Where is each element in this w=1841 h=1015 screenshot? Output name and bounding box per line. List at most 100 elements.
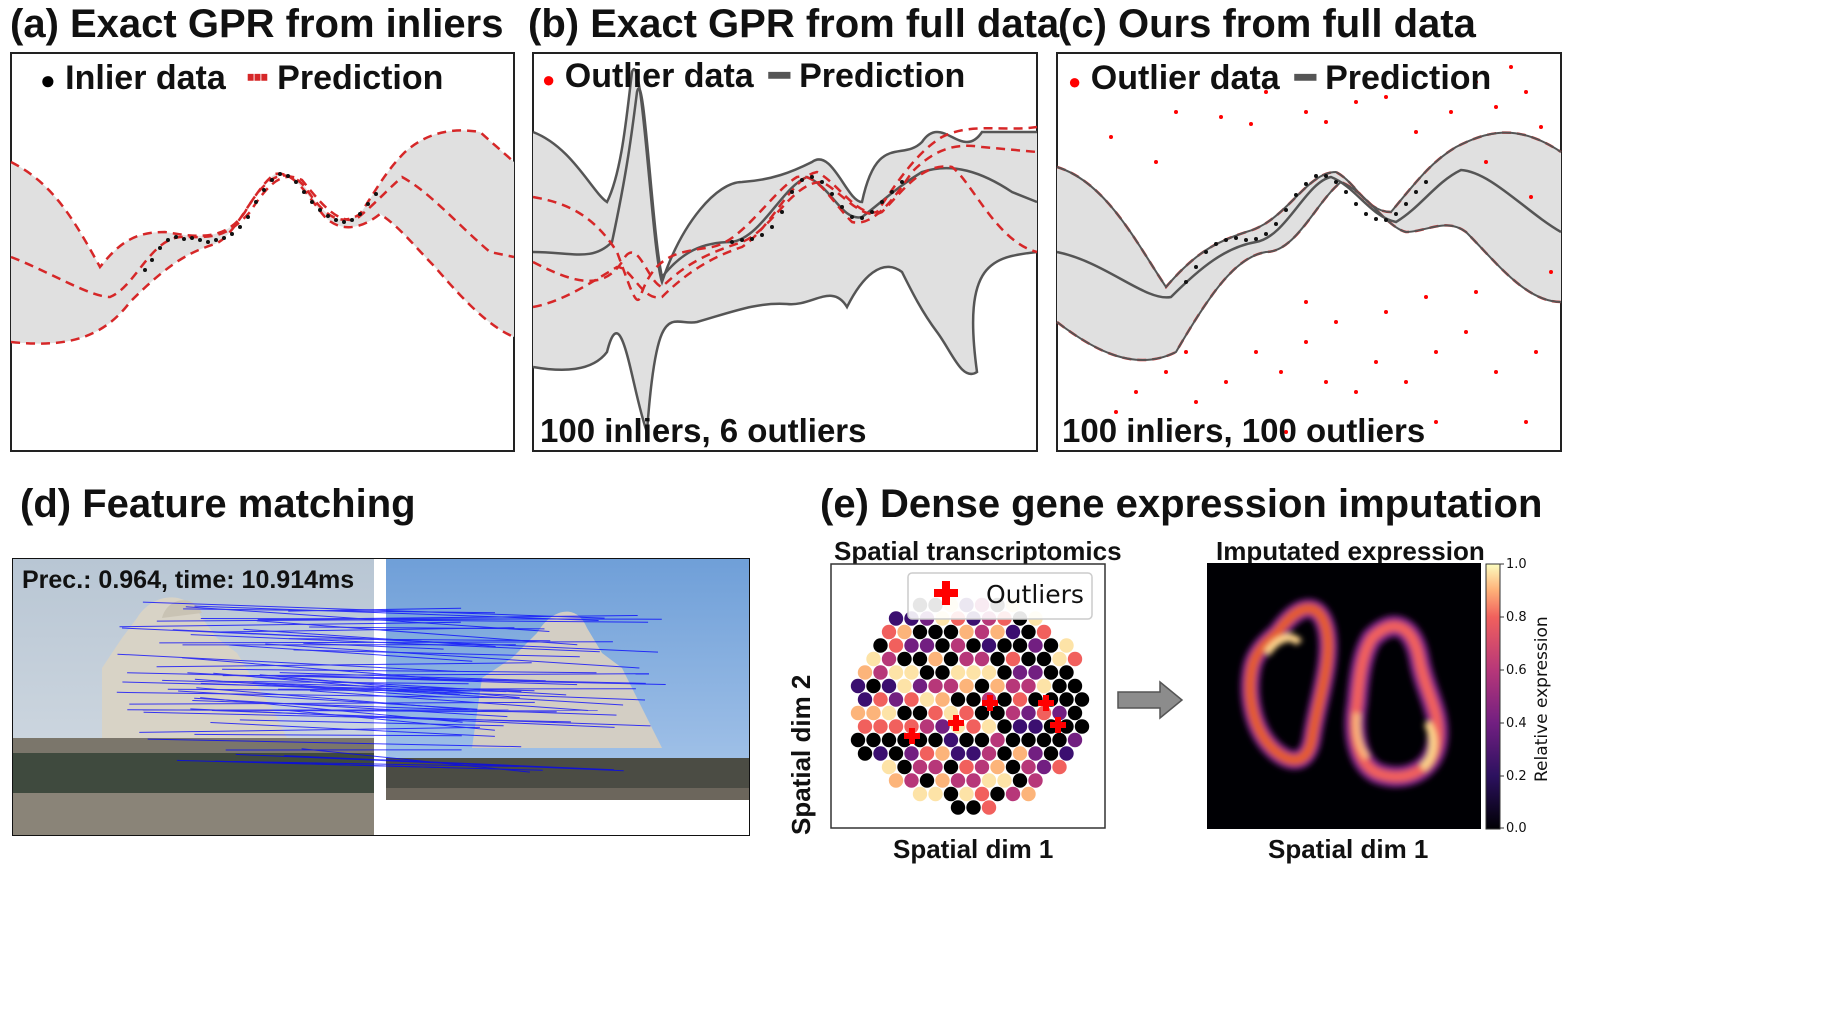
spot bbox=[1052, 678, 1067, 694]
match-line bbox=[183, 608, 496, 614]
spot bbox=[857, 746, 873, 761]
match-line bbox=[288, 607, 462, 612]
match-line bbox=[235, 753, 624, 772]
spot bbox=[888, 773, 904, 788]
colorbar-tick: 0.0 bbox=[1506, 821, 1527, 836]
spot bbox=[1043, 746, 1059, 761]
match-lines bbox=[116, 601, 666, 773]
match-line bbox=[279, 672, 546, 682]
colorbar-tick: 1.0 bbox=[1506, 557, 1527, 572]
match-line bbox=[194, 697, 508, 718]
spot bbox=[873, 746, 888, 761]
spot bbox=[912, 759, 928, 775]
spot bbox=[950, 638, 966, 653]
inlier-points bbox=[143, 172, 378, 272]
spot bbox=[1021, 786, 1036, 802]
spot bbox=[1052, 705, 1067, 721]
spot bbox=[1012, 719, 1028, 734]
match-line bbox=[239, 719, 504, 727]
spot bbox=[897, 678, 912, 694]
spot bbox=[857, 665, 873, 680]
spot bbox=[919, 773, 935, 788]
spot bbox=[966, 692, 981, 707]
spot bbox=[959, 678, 974, 694]
spot bbox=[897, 624, 912, 640]
spot bbox=[873, 638, 888, 653]
legend-label-prediction: Prediction bbox=[799, 57, 966, 95]
spot bbox=[897, 705, 912, 721]
spot bbox=[928, 651, 943, 667]
match-line bbox=[257, 615, 638, 621]
imputated-expression-title: Imputated expression bbox=[1216, 536, 1485, 566]
spot bbox=[904, 773, 919, 788]
spot bbox=[966, 719, 981, 734]
spot bbox=[919, 719, 935, 734]
outlier-cross-icon bbox=[934, 581, 958, 605]
match-line bbox=[190, 708, 615, 728]
match-line bbox=[210, 722, 495, 737]
spot bbox=[1021, 732, 1036, 748]
spot bbox=[850, 678, 866, 694]
spot bbox=[912, 705, 928, 721]
legend-label-prediction: Prediction bbox=[1325, 59, 1492, 97]
spot bbox=[1005, 705, 1021, 721]
legend-label-prediction: Prediction bbox=[277, 59, 444, 97]
spot bbox=[1074, 692, 1090, 707]
panel-c-legend: ● Outlier data ━ Prediction bbox=[1068, 58, 1491, 98]
spot bbox=[1052, 759, 1067, 775]
outlier-cross bbox=[1038, 695, 1054, 711]
match-line bbox=[252, 682, 624, 706]
spot bbox=[1005, 624, 1021, 640]
spot bbox=[990, 624, 1005, 640]
legend-label-outlier: Outlier data bbox=[1090, 59, 1280, 97]
spatial-transcriptomics-plot bbox=[830, 563, 1106, 829]
prediction-dashed-icon: ┅ bbox=[247, 59, 268, 97]
spot bbox=[904, 746, 919, 761]
spot bbox=[935, 665, 950, 680]
spot bbox=[1021, 624, 1036, 640]
matching-stats-overlay: Prec.: 0.964, time: 10.914ms bbox=[22, 566, 355, 594]
match-line bbox=[270, 618, 649, 623]
match-line bbox=[222, 673, 650, 677]
spot bbox=[866, 732, 881, 748]
spot bbox=[943, 678, 959, 694]
panel-c-count: 100 inliers, 100 outliers bbox=[1062, 412, 1426, 449]
prediction-solid-icon: ━ bbox=[1295, 59, 1316, 97]
spot bbox=[888, 665, 904, 680]
spot bbox=[1036, 759, 1052, 775]
spot bbox=[1012, 665, 1028, 680]
spot bbox=[928, 624, 943, 640]
match-line bbox=[194, 733, 462, 737]
spot bbox=[873, 719, 888, 734]
match-line bbox=[190, 634, 600, 653]
spot bbox=[888, 746, 904, 761]
spot bbox=[919, 638, 935, 653]
match-line bbox=[233, 761, 519, 767]
feature-matching-image bbox=[12, 558, 750, 836]
colorbar bbox=[1485, 563, 1504, 830]
match-line bbox=[167, 688, 522, 692]
spot bbox=[928, 759, 943, 775]
spot bbox=[928, 705, 943, 721]
inlier-points bbox=[730, 175, 904, 244]
spot bbox=[997, 692, 1012, 707]
spot bbox=[943, 732, 959, 748]
spot bbox=[935, 692, 950, 707]
match-line bbox=[156, 662, 532, 668]
spot bbox=[950, 665, 966, 680]
match-line bbox=[162, 679, 535, 692]
spot bbox=[1036, 624, 1052, 640]
spot bbox=[943, 651, 959, 667]
spot bbox=[1043, 665, 1059, 680]
spot bbox=[919, 746, 935, 761]
expression-rings bbox=[1240, 598, 1449, 788]
spot bbox=[950, 746, 966, 761]
spot bbox=[857, 692, 873, 707]
spot bbox=[857, 719, 873, 734]
spot bbox=[1012, 638, 1028, 653]
spot bbox=[904, 692, 919, 707]
spot bbox=[990, 732, 1005, 748]
match-line bbox=[305, 675, 646, 684]
spot bbox=[1012, 692, 1028, 707]
spot bbox=[912, 678, 928, 694]
